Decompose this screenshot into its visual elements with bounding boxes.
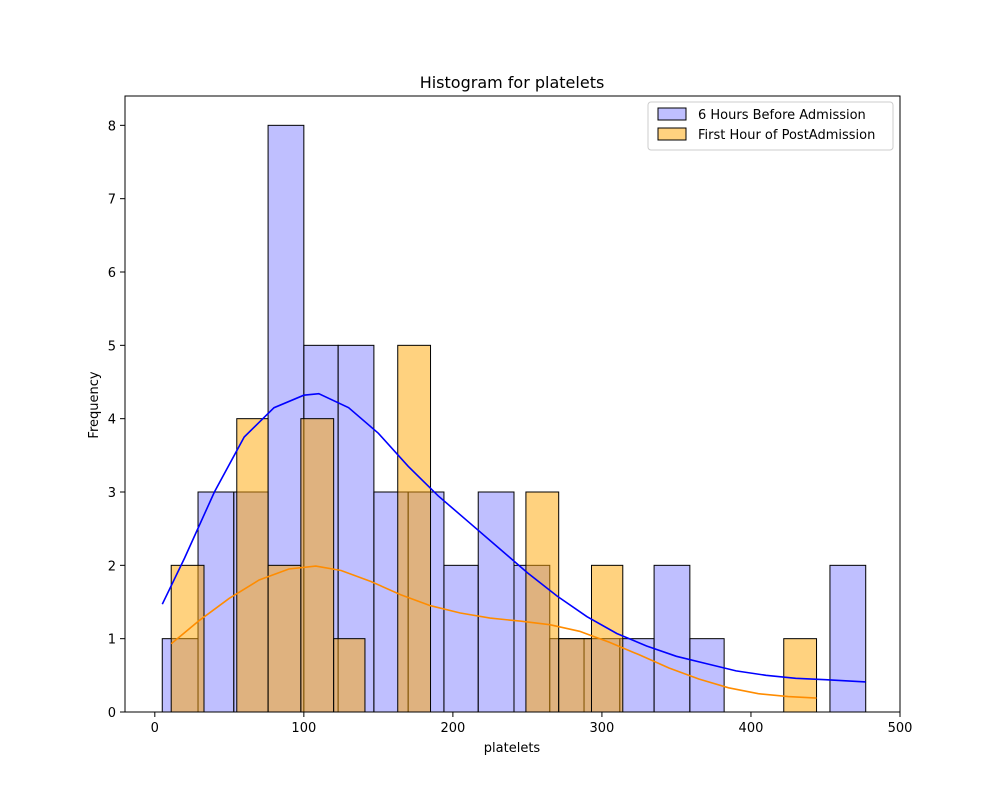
y-tick-label: 4 — [108, 413, 116, 428]
bar-before-admission-15 — [689, 638, 725, 713]
x-tick-label: 200 — [440, 721, 465, 736]
x-tick-label: 100 — [291, 721, 316, 736]
legend-box — [647, 101, 894, 151]
x-tick-label: 400 — [739, 721, 764, 736]
bar-post-admission-11 — [525, 491, 560, 713]
y-tick-label: 2 — [108, 559, 116, 574]
y-tick-label: 7 — [108, 193, 116, 208]
x-tick-label: 500 — [888, 721, 913, 736]
legend-label-post-admission: First Hour of PostAdmission — [698, 128, 875, 143]
chart-title: Histogram for platelets — [420, 73, 605, 92]
y-tick-label: 8 — [108, 119, 116, 134]
bar-post-admission-0 — [170, 564, 205, 713]
y-tick-label: 6 — [108, 266, 116, 281]
y-tick-label: 1 — [108, 633, 116, 648]
x-tick-label: 0 — [151, 721, 159, 736]
legend-swatch-before-admission — [657, 107, 687, 121]
bar-before-admission-8 — [443, 564, 479, 713]
bar-before-admission-9 — [477, 491, 515, 713]
bar-post-admission-12 — [558, 638, 592, 713]
bar-before-admission-14 — [653, 564, 691, 713]
series-post-admission-bars — [170, 344, 818, 713]
y-axis-label: Frequency — [87, 371, 102, 438]
kde-line-before-admission — [161, 392, 866, 683]
x-axis: 0 100 200 300 400 500 — [151, 712, 913, 736]
bar-before-admission-19 — [829, 564, 867, 713]
y-tick-label: 0 — [108, 706, 116, 721]
bar-post-admission-3 — [267, 564, 302, 713]
bar-post-admission-13 — [590, 564, 624, 713]
bar-post-admission-4 — [300, 418, 335, 713]
legend-label-before-admission: 6 Hours Before Admission — [698, 108, 866, 123]
bar-post-admission-2 — [236, 418, 269, 713]
x-tick-label: 300 — [590, 721, 615, 736]
bar-before-admission-13 — [619, 638, 655, 713]
bar-post-admission-5 — [333, 638, 366, 713]
plot-frame — [124, 95, 901, 713]
x-axis-label: platelets — [484, 741, 541, 756]
y-tick-label: 3 — [108, 486, 116, 501]
y-tick-label: 5 — [108, 339, 116, 354]
legend: 6 Hours Before Admission First Hour of P… — [647, 101, 894, 151]
kde-line-post-admission — [170, 565, 817, 699]
bar-post-admission-19 — [783, 638, 818, 713]
y-axis: 0 1 2 3 4 5 6 7 8 — [108, 119, 125, 721]
kde-curves — [161, 392, 866, 699]
bar-post-admission-7 — [397, 344, 432, 713]
legend-swatch-post-admission — [657, 127, 687, 141]
